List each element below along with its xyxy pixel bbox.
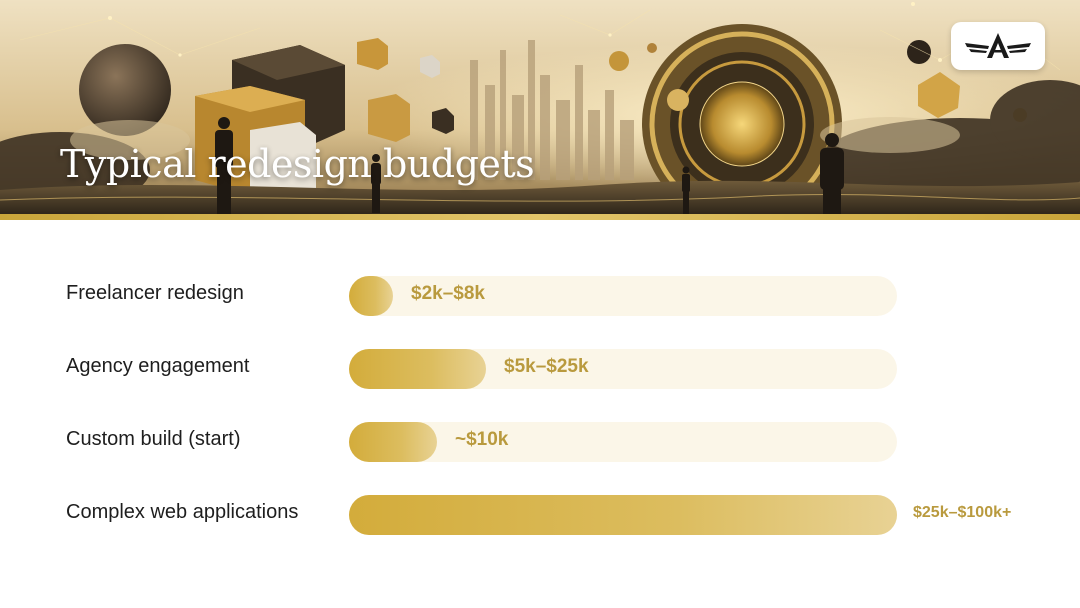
bar-row: Freelancer redesign $2k–$8k xyxy=(0,274,1080,316)
bar-row: Custom build (start) ~$10k xyxy=(0,420,1080,462)
bar-row: Agency engagement $5k–$25k xyxy=(0,347,1080,389)
bar-track xyxy=(349,422,897,462)
category-label: Freelancer redesign xyxy=(66,282,244,304)
bar-value-label: $2k–$8k xyxy=(411,283,485,304)
category-label: Custom build (start) xyxy=(66,428,241,450)
header-banner: Typical redesign budgets xyxy=(0,0,1080,216)
bar-track xyxy=(349,495,897,535)
bar-fill xyxy=(349,349,486,389)
bar-fill xyxy=(349,276,393,316)
banner-illustration xyxy=(0,0,1080,216)
bar-row: Complex web applications $25k–$100k+ xyxy=(0,493,1080,535)
logo-badge xyxy=(951,22,1045,70)
bar-value-label: $25k–$100k+ xyxy=(913,504,1012,521)
bar-fill xyxy=(349,495,897,535)
bar-value-label: $5k–$25k xyxy=(504,356,589,377)
category-label: Agency engagement xyxy=(66,355,250,377)
category-label: Complex web applications xyxy=(66,501,299,523)
bar-track xyxy=(349,276,897,316)
banner-divider xyxy=(0,214,1080,220)
bar-track xyxy=(349,349,897,389)
budget-bar-chart: Freelancer redesign $2k–$8k Agency engagem… xyxy=(0,220,1080,608)
slide-title: Typical redesign budgets xyxy=(60,142,535,186)
winged-a-logo-icon xyxy=(965,33,1031,58)
bar-fill xyxy=(349,422,437,462)
bar-value-label: ~$10k xyxy=(455,429,509,450)
